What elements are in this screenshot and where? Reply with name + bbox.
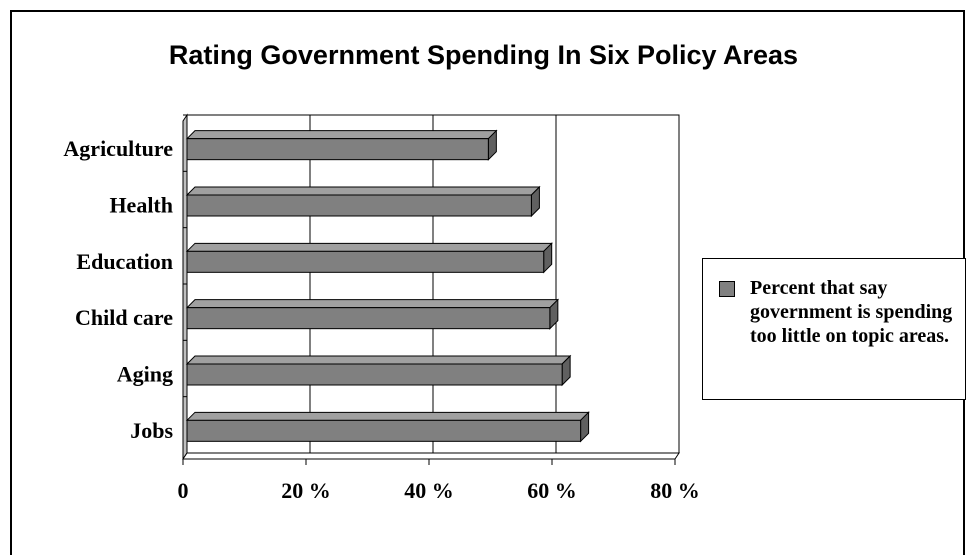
legend-swatch xyxy=(719,281,735,297)
legend-label: Percent that say government is spending … xyxy=(750,277,953,347)
x-tick-label: 40 % xyxy=(404,478,454,503)
category-label: Health xyxy=(109,193,173,218)
x-tick-label: 0 xyxy=(178,478,189,503)
bar-top xyxy=(185,411,590,421)
bar-aging xyxy=(185,354,572,387)
chart-title: Rating Government Spending In Six Policy… xyxy=(168,40,799,70)
bar-education xyxy=(185,242,553,274)
bar-layer xyxy=(185,129,590,443)
bar-jobs xyxy=(185,411,590,443)
category-label: Aging xyxy=(117,362,173,387)
category-label: Agriculture xyxy=(63,136,173,161)
x-tick-label: 60 % xyxy=(527,478,577,503)
grid-layer xyxy=(182,113,680,461)
bar-child-care xyxy=(185,298,560,330)
x-tick-label: 20 % xyxy=(281,478,331,503)
floor xyxy=(182,452,680,460)
bar-top xyxy=(185,299,560,309)
bar-face xyxy=(186,363,563,386)
bar-face xyxy=(186,194,532,217)
bar-health xyxy=(185,185,541,218)
bar-face xyxy=(186,419,582,442)
bar-top xyxy=(185,355,572,365)
category-label: Education xyxy=(76,249,173,274)
x-tick-label: 80 % xyxy=(650,478,700,503)
bar-face xyxy=(186,307,551,330)
bar-top xyxy=(185,186,541,196)
legend: Percent that say government is spending … xyxy=(702,258,966,400)
axis-layer: Agriculture Health Education Child care Agin… xyxy=(63,114,700,503)
bar-agriculture xyxy=(185,129,498,161)
bar-top xyxy=(185,242,553,252)
side-wall xyxy=(182,113,188,461)
bar-top xyxy=(185,130,498,140)
bar-face xyxy=(186,250,545,273)
bar-face xyxy=(186,138,489,161)
category-label: Child care xyxy=(75,305,173,330)
category-label: Jobs xyxy=(130,418,173,443)
